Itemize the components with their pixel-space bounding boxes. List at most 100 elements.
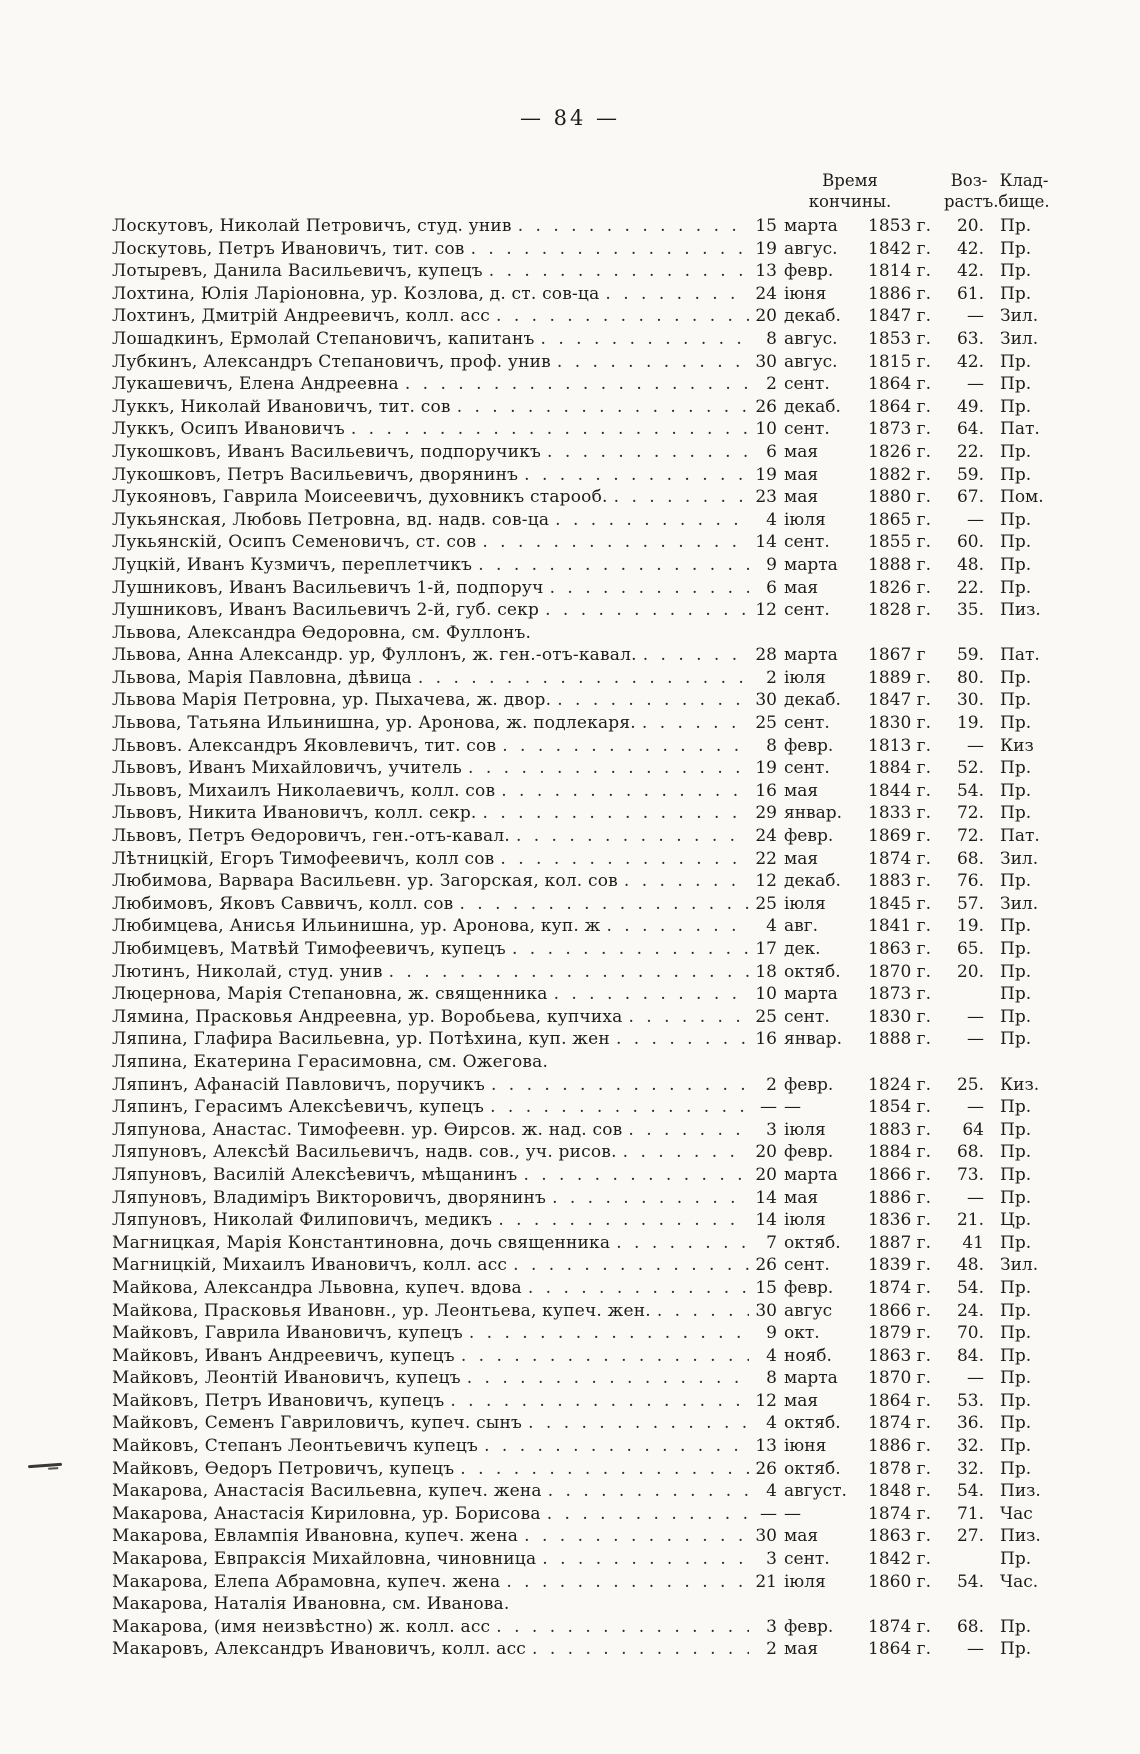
dot-leader: [617, 1141, 749, 1164]
death-month: марта: [784, 554, 838, 575]
age-value: 64: [962, 1119, 984, 1140]
person-name: Макаровъ, Александръ Ивановичъ, колл. ас…: [112, 1639, 527, 1660]
dot-leader: [548, 983, 749, 1006]
death-month: декаб.: [784, 690, 841, 711]
cemetery-abbrev: Пр.: [1000, 1390, 1032, 1411]
table-row: Лютинъ, Николай, студ. унив 18 октяб. 18…: [112, 961, 1054, 984]
person-name: Ляпинъ, Афанасій Павловичъ, поручикъ: [112, 1074, 485, 1095]
death-month: мая: [784, 441, 819, 462]
table-row: Любимцевъ, Матвѣй Тимофеевичъ, купецъ 17…: [112, 938, 1054, 961]
person-name: Ляпина, Глафира Васильевна, ур. Потѣхина…: [112, 1029, 610, 1050]
cemetery-abbrev: Пр.: [1000, 984, 1032, 1005]
cemetery-abbrev: Зил.: [1000, 893, 1039, 914]
person-name: Лукошковъ, Иванъ Васильевичъ, подпоручик…: [112, 441, 542, 462]
cemetery-abbrev: Пр.: [1000, 396, 1032, 417]
dot-leader: [490, 305, 749, 328]
cemetery-abbrev: Пр.: [1000, 261, 1032, 282]
death-month: —: [784, 1503, 801, 1524]
death-month: мая: [784, 577, 819, 598]
table-row: Львовъ, Никита Ивановичъ, колл. секр. 29…: [112, 802, 1054, 825]
death-year: 1866 г.: [868, 1164, 931, 1185]
cemetery-abbrev: Пр.: [1000, 916, 1032, 937]
cemetery-abbrev: Пр.: [1000, 509, 1032, 530]
death-month: авгус: [784, 1300, 833, 1321]
death-month: сент.: [784, 1255, 830, 1276]
death-month: октяб.: [784, 1232, 841, 1253]
age-value: 60.: [956, 532, 984, 553]
age-value: —: [967, 1029, 984, 1050]
dot-leader: [412, 667, 749, 690]
age-value: 20.: [956, 961, 984, 982]
table-row: Лукошковъ, Иванъ Васильевичъ, подпоручик…: [112, 441, 1054, 464]
cemetery-abbrev: Пр.: [1000, 238, 1032, 259]
death-day: —: [760, 1503, 777, 1524]
dot-leader: [518, 464, 749, 487]
death-day: 25: [755, 893, 777, 914]
dot-leader: [454, 1458, 749, 1481]
table-row: Лямина, Прасковья Андреевна, ур. Воробье…: [112, 1006, 1054, 1029]
death-day: 20: [755, 306, 777, 327]
cemetery-abbrev: Пр.: [1000, 351, 1032, 372]
death-year: 1883 г.: [868, 1119, 931, 1140]
person-name: Лукьянская, Любовь Петровна, вд. надв. с…: [112, 509, 550, 530]
dot-leader: [623, 1006, 750, 1029]
death-year: 1864 г.: [868, 1639, 931, 1660]
dot-leader: [651, 1300, 749, 1323]
death-month: декаб.: [784, 396, 841, 417]
page-number: — 84 —: [519, 106, 621, 130]
dot-leader: [485, 1074, 749, 1097]
person-name: Любимцевъ, Матвѣй Тимофеевичъ, купецъ: [112, 939, 506, 959]
person-name: Лошадкинъ, Ермолай Степановичъ, капитанъ: [112, 328, 535, 349]
death-day: 9: [766, 1323, 777, 1344]
death-month: іюля: [784, 1210, 826, 1231]
cemetery-abbrev: Час.: [1000, 1571, 1039, 1592]
death-year: 1864 г.: [868, 374, 931, 395]
age-value: —: [967, 374, 984, 395]
person-name: Ляпуновъ, Владиміръ Викторовичъ, дворяни…: [112, 1187, 547, 1208]
dot-leader: [463, 1322, 749, 1345]
death-day: 4: [766, 1413, 777, 1434]
death-year: 1813 г.: [868, 735, 931, 756]
death-day: 9: [766, 554, 777, 575]
death-day: 24: [755, 826, 777, 847]
person-name: Лушниковъ, Иванъ Васильевичъ 2-й, губ. с…: [112, 600, 540, 621]
death-year: 1870 г.: [868, 961, 931, 982]
cemetery-abbrev: Пат.: [1000, 645, 1040, 666]
dot-leader: [542, 1480, 749, 1503]
person-name: Лубкинъ, Александръ Степановичъ, проф. у…: [112, 351, 551, 372]
person-name: Магницкая, Марія Константиновна, дочь св…: [112, 1232, 611, 1253]
age-value: 27.: [956, 1526, 984, 1547]
death-year: 1839 г.: [868, 1255, 931, 1276]
age-value: 70.: [956, 1323, 984, 1344]
age-value: 48.: [956, 1255, 984, 1276]
table-row: Луккъ, Осипъ Ивановичъ 10 сент. 1873 г. …: [112, 418, 1054, 441]
table-row: Любимцева, Анисья Ильинишна, ур. Аронова…: [112, 915, 1054, 938]
table-row: Макарова, Евлампія Ивановна, купеч. жена…: [112, 1525, 1054, 1548]
age-value: —: [967, 306, 984, 327]
age-value: 32.: [956, 1458, 984, 1479]
age-value: —: [967, 1187, 984, 1208]
death-day: 12: [755, 1390, 777, 1411]
death-month: іюля: [784, 893, 826, 914]
death-year: 1864 г.: [868, 1390, 931, 1411]
dot-leader: [465, 238, 749, 261]
age-value: 84.: [956, 1345, 984, 1366]
table-row: Лохтинъ, Дмитрій Андреевичъ, колл. асс 2…: [112, 305, 1054, 328]
person-name: Макарова, Елепа Абрамовна, купеч. жена: [112, 1571, 501, 1592]
table-row: Лушниковъ, Иванъ Васильевичъ 1-й, подпор…: [112, 577, 1054, 600]
death-year: 1841 г.: [868, 916, 931, 937]
death-year: 1874 г.: [868, 1616, 931, 1637]
death-month: мая: [784, 848, 819, 869]
person-name: Ляпуновъ, Николай Филиповичъ, медикъ: [112, 1210, 493, 1231]
cemetery-abbrev: Пр.: [1000, 1277, 1032, 1298]
dot-leader: [345, 418, 749, 441]
cemetery-abbrev: Пр.: [1000, 1029, 1032, 1050]
person-name: Лукашевичъ, Елена Андреевна: [112, 374, 399, 395]
dot-leader: [610, 1028, 749, 1051]
death-year: 1887 г.: [868, 1232, 931, 1253]
cemetery-abbrev: Пр.: [1000, 1639, 1032, 1660]
dot-leader: [518, 1525, 749, 1548]
column-header-time-of-death: Время кончины.: [808, 171, 892, 211]
age-value: 54.: [956, 1277, 984, 1298]
cemetery-abbrev: Пр.: [1000, 1006, 1032, 1027]
